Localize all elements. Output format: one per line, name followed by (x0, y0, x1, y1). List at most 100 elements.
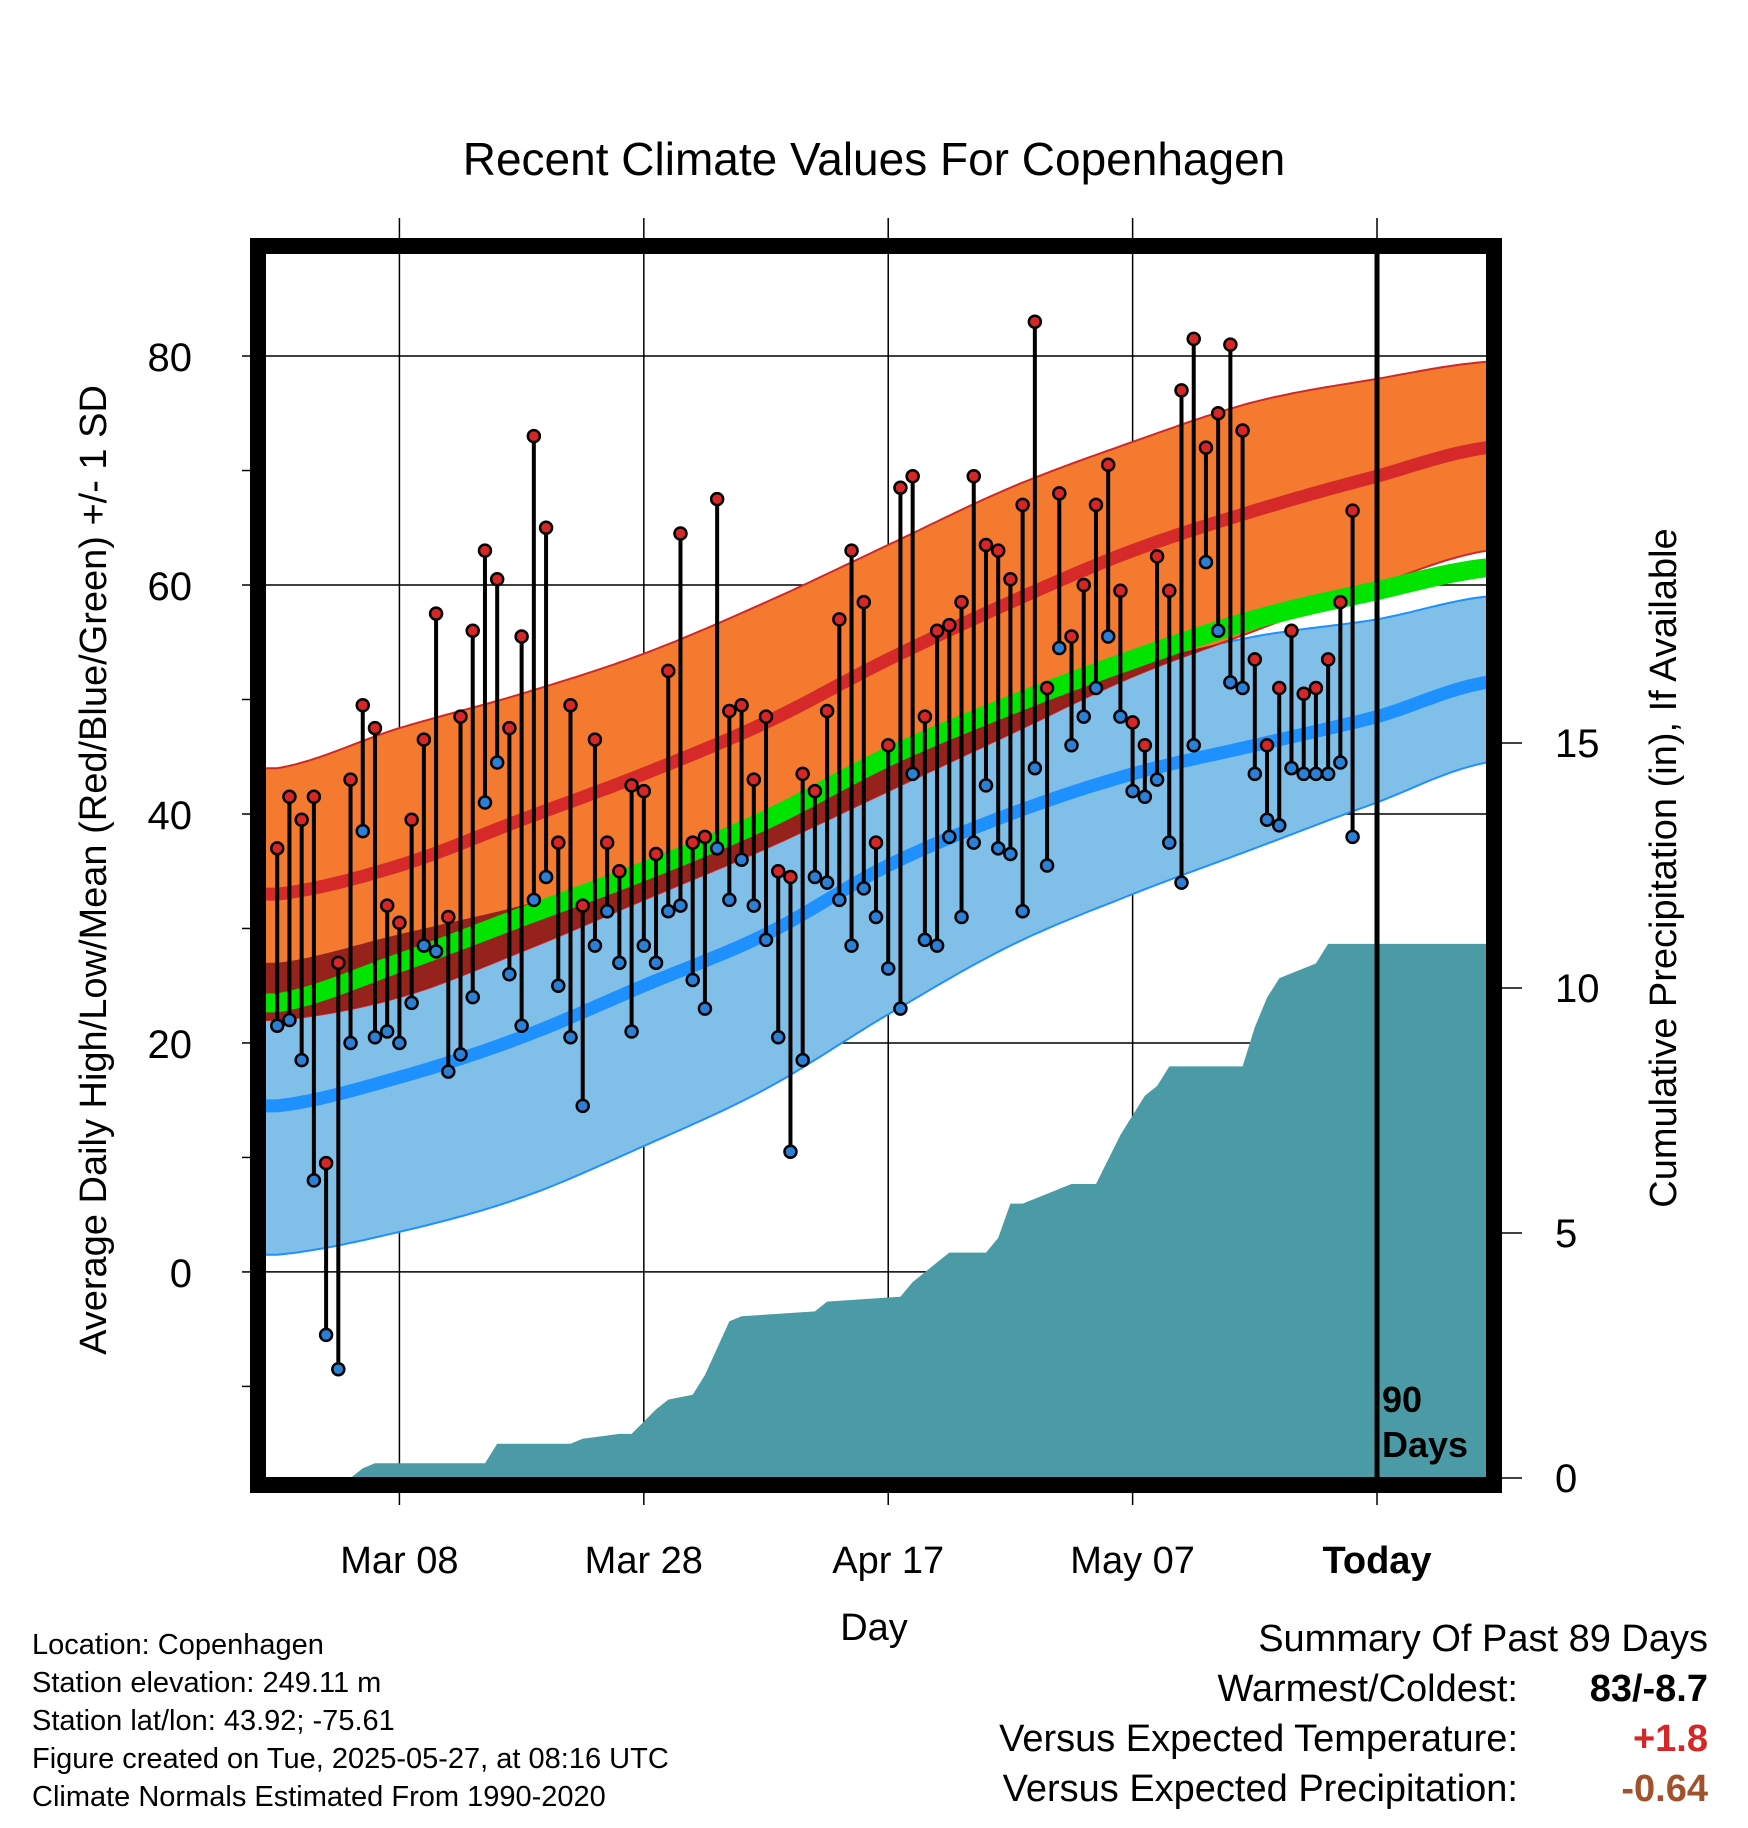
high-point (734, 697, 749, 713)
high-point (404, 812, 419, 827)
summary-temperature: Versus Expected Temperature: +1.8 (999, 1714, 1708, 1764)
low-point (1210, 623, 1226, 639)
y-right-tick-label: 5 (1555, 1212, 1577, 1256)
low-point (416, 938, 432, 953)
low-point (526, 892, 542, 908)
low-point (844, 938, 859, 953)
high-point (1088, 497, 1104, 513)
high-point (489, 572, 505, 587)
low-point (343, 1035, 358, 1051)
y-left-tick-label: 20 (148, 1023, 193, 1067)
y-right-tick-label: 0 (1555, 1457, 1577, 1501)
high-point (282, 789, 297, 805)
low-point (355, 823, 371, 839)
low-point (331, 1361, 346, 1377)
low-point (379, 1024, 395, 1039)
low-point (856, 881, 872, 896)
high-point (844, 543, 859, 558)
high-point (343, 772, 358, 787)
high-point (1198, 440, 1214, 455)
low-point (966, 835, 982, 850)
high-point (355, 697, 371, 713)
high-point (367, 720, 383, 736)
low-point (1125, 783, 1140, 799)
high-point (331, 955, 346, 971)
high-point (770, 863, 786, 879)
low-point (758, 932, 774, 948)
high-point (1345, 503, 1360, 518)
high-point (1039, 680, 1055, 696)
high-mean-line (265, 441, 1487, 901)
high-point (795, 766, 810, 782)
high-point (502, 720, 517, 736)
x-tick-label: Apr 17 (832, 1540, 944, 1582)
high-point (917, 709, 933, 724)
elevation-text: Station elevation: 249.11 m (32, 1667, 382, 1699)
y-axis-left-label: Average Daily High/Low/Mean (Red/Blue/Gr… (73, 385, 115, 1355)
high-point (893, 480, 908, 495)
x-tick-label: Mar 08 (340, 1540, 458, 1582)
low-point (1039, 858, 1055, 873)
low-point (636, 938, 652, 953)
low-point (1198, 554, 1214, 570)
high-point (697, 829, 713, 845)
low-point (942, 829, 957, 845)
low-point (1296, 766, 1311, 782)
low-point (978, 778, 994, 793)
high-point (1272, 680, 1287, 696)
low-point (575, 1098, 590, 1114)
high-point (856, 594, 872, 610)
high-point (306, 789, 322, 805)
low-point (587, 938, 603, 953)
low-point (599, 904, 615, 919)
low-point (1113, 709, 1128, 724)
low-point (954, 909, 969, 925)
low-point (489, 755, 505, 770)
y-right-tick-label: 10 (1555, 967, 1600, 1011)
low-point (306, 1173, 322, 1188)
high-point (379, 898, 395, 913)
high-point (954, 594, 969, 610)
low-point (1064, 738, 1079, 753)
low-point (893, 1001, 908, 1016)
low-point (868, 909, 884, 925)
high-point (1064, 629, 1079, 644)
high-point (1186, 331, 1201, 347)
daily-range-bars (275, 321, 1355, 1370)
high-point (1210, 406, 1226, 421)
low-point (294, 1052, 309, 1068)
high-point (1259, 738, 1275, 753)
high-point (575, 898, 590, 913)
low-point (734, 852, 749, 868)
low-point (465, 989, 480, 1005)
high-point (1149, 549, 1165, 564)
low-point (673, 898, 688, 913)
high-point (428, 606, 444, 621)
normals-text: Climate Normals Estimated From 1990-2020 (32, 1781, 606, 1813)
low-point (1100, 629, 1116, 644)
temp-anomaly-label: Versus Expected Temperature: (999, 1718, 1518, 1760)
high-point (294, 812, 309, 827)
warmest-coldest-value: 83/-8.7 (1589, 1668, 1708, 1710)
precip-anomaly-value: -0.64 (1621, 1768, 1708, 1810)
low-point (746, 898, 762, 913)
low-point (832, 892, 847, 908)
low-point (1333, 755, 1348, 770)
low-point (1149, 772, 1165, 787)
low-point (1137, 789, 1153, 805)
high-point (624, 778, 639, 793)
high-point (538, 520, 554, 536)
today-annotation: 90 (1382, 1379, 1422, 1420)
summary-heading: Summary Of Past 89 Days (1258, 1618, 1708, 1660)
today-annotation: Days (1382, 1424, 1468, 1465)
low-point (795, 1052, 810, 1068)
high-point (978, 537, 994, 553)
high-point (1308, 680, 1324, 696)
low-point (1223, 675, 1238, 690)
x-tick-label: Today (1322, 1540, 1431, 1582)
high-point (942, 617, 957, 633)
low-point (1272, 818, 1287, 833)
high-point (392, 915, 407, 930)
